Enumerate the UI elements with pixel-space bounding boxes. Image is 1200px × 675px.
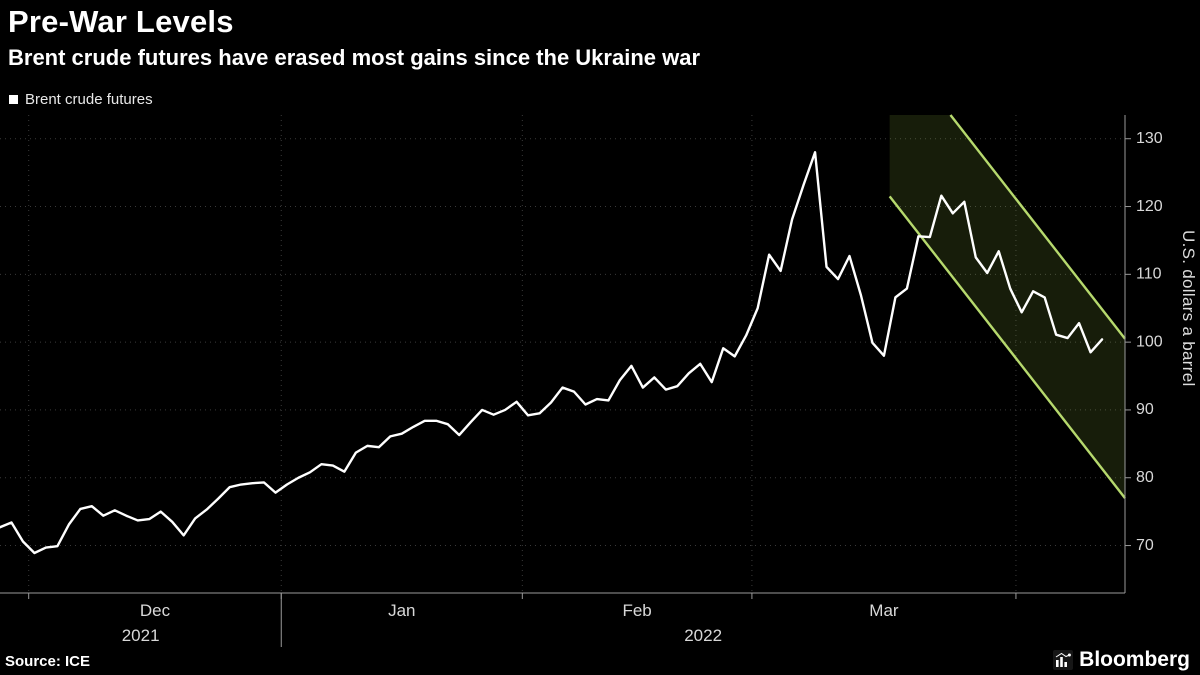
source-attribution: Source: ICE [5,653,91,670]
legend-marker-icon [9,95,18,104]
y-tick-label: 130 [1136,130,1163,147]
x-month-label: Jan [388,601,415,620]
x-month-label: Dec [140,601,171,620]
footer: Source: ICE Bloomberg [0,648,1200,675]
legend: Brent crude futures [9,91,153,108]
trend-channel-upper-line [949,114,1126,340]
trend-channel-fill [889,115,1125,499]
bloomberg-brand: Bloomberg [1053,648,1190,672]
y-tick-label: 80 [1136,469,1154,486]
y-tick-label: 120 [1136,198,1163,215]
x-year-label: 2022 [684,626,722,645]
price-line [0,151,1104,555]
chart-subtitle: Brent crude futures have erased most gai… [8,45,701,70]
y-axis-title: U.S. dollars a barrel [1179,230,1198,387]
legend-label: Brent crude futures [25,91,153,108]
x-year-label: 2021 [122,626,160,645]
x-month-label: Mar [869,601,899,620]
y-tick-label: 70 [1136,537,1154,554]
trend-channel-lower-line [888,195,1126,499]
y-tick-label: 110 [1136,266,1162,283]
y-tick-label: 90 [1136,401,1154,418]
page-title: Pre-War Levels [8,4,234,39]
x-month-label: Feb [622,601,651,620]
bloomberg-logo-icon [1053,650,1074,670]
brand-name: Bloomberg [1079,648,1190,671]
y-tick-label: 100 [1136,333,1163,350]
